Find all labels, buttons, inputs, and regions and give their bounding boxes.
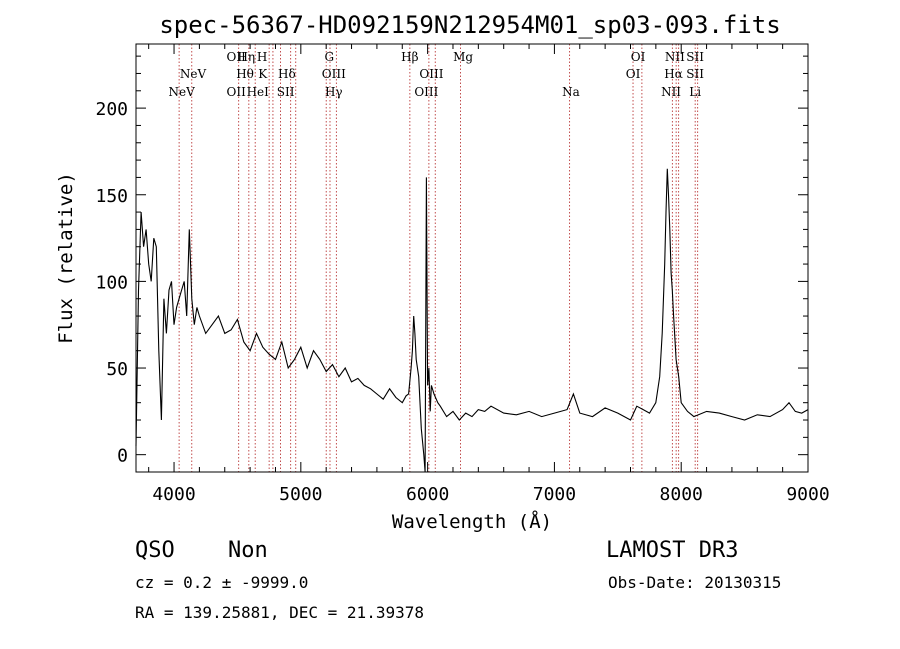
- y-tick-label: 200: [95, 99, 128, 120]
- subclass-label: Non: [228, 538, 268, 563]
- chart-title: spec-56367-HD092159N212954M01_sp03-093.f…: [159, 11, 780, 39]
- line-marker-label: OI: [626, 67, 641, 81]
- line-marker-label: Hθ: [236, 67, 254, 81]
- line-marker-label: NII: [661, 85, 681, 99]
- line-marker-label: SII: [686, 50, 704, 64]
- line-marker-label: HeI: [247, 85, 270, 99]
- line-marker-label: Hα: [664, 67, 683, 81]
- line-marker-label: NeV: [180, 67, 207, 81]
- line-marker-label: OIII: [322, 67, 346, 81]
- line-marker-label: SII: [277, 85, 295, 99]
- line-marker-label: Li: [689, 85, 701, 99]
- line-marker-label: NII: [665, 50, 685, 64]
- x-tick-label: 5000: [279, 484, 322, 505]
- x-tick-label: 7000: [533, 484, 576, 505]
- x-tick-label: 9000: [786, 484, 829, 505]
- survey-label: LAMOST DR3: [606, 538, 739, 563]
- line-marker-label: OII: [227, 50, 247, 64]
- line-marker-label: G: [325, 50, 335, 64]
- line-marker-label: OIII: [414, 85, 438, 99]
- x-tick-label: 8000: [660, 484, 703, 505]
- y-tick-label: 150: [95, 186, 128, 207]
- y-tick-label: 50: [106, 359, 128, 380]
- y-tick-label: 100: [95, 272, 128, 293]
- x-axis-label: Wavelength (Å): [392, 510, 552, 533]
- line-marker-label: Hγ: [325, 85, 343, 99]
- plot-frame: [135, 43, 809, 473]
- redshift-label: cz = 0.2 ± -9999.0: [135, 573, 309, 592]
- y-tick-label: 0: [117, 446, 128, 467]
- spectrum-line: [135, 168, 809, 473]
- line-marker-label: Na: [562, 85, 580, 99]
- y-axis-label: Flux (relative): [55, 172, 77, 344]
- line-marker-label: Hη: [237, 50, 255, 64]
- class-label: QSO: [135, 538, 175, 563]
- line-marker-label: Mg: [453, 50, 473, 64]
- line-marker-label: OII: [227, 85, 247, 99]
- line-marker-label: OIII: [419, 67, 443, 81]
- line-marker-label: Hβ: [401, 50, 418, 64]
- x-tick-label: 4000: [152, 484, 195, 505]
- obs-date-label: Obs-Date: 20130315: [608, 573, 782, 592]
- line-marker-label: K: [258, 67, 268, 81]
- line-marker-label: Hδ: [278, 67, 296, 81]
- line-marker-label: OI: [631, 50, 646, 64]
- coordinates-label: RA = 139.25881, DEC = 21.39378: [135, 603, 424, 622]
- line-marker-label: SII: [686, 67, 704, 81]
- line-marker-label: NeV: [169, 85, 196, 99]
- x-tick-label: 6000: [406, 484, 449, 505]
- line-marker-label: H: [257, 50, 267, 64]
